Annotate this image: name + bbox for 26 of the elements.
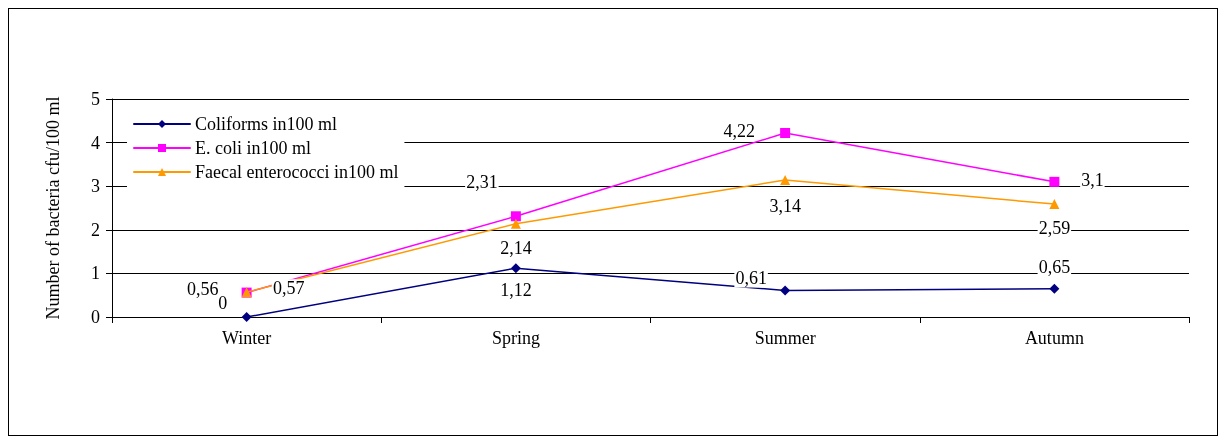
legend-label: Faecal enterococci in100 ml <box>195 162 399 182</box>
x-tick-label: Autumn <box>1024 328 1084 348</box>
data-label: 1,12 <box>500 280 532 301</box>
data-label: 2,59 <box>1038 218 1071 239</box>
y-axis-title: Number of bacteria cfu/100 ml <box>43 96 63 320</box>
data-label: 2,14 <box>500 237 532 258</box>
data-label: 0,65 <box>1038 256 1071 277</box>
x-tick-label: Summer <box>754 328 816 348</box>
legend-label: Coliforms in100 ml <box>195 114 338 134</box>
y-tick-label: 2 <box>91 219 100 240</box>
data-label: 0,57 <box>272 278 305 299</box>
y-tick-label: 3 <box>91 176 100 197</box>
legend-label: E. coli in100 ml <box>195 138 311 158</box>
y-tick-label: 5 <box>91 89 100 109</box>
y-tick-label: 4 <box>91 132 100 153</box>
data-label: 2,31 <box>466 172 498 193</box>
data-label: 4,22 <box>723 121 755 142</box>
data-label: 0,61 <box>735 268 767 289</box>
data-label: 3,14 <box>769 196 801 217</box>
data-label: 0,56 <box>186 278 219 299</box>
data-label: 3,1 <box>1081 169 1104 190</box>
x-tick-label: Spring <box>491 328 540 348</box>
y-tick-label: 0 <box>91 307 100 327</box>
x-tick-label: Winter <box>221 328 272 348</box>
y-tick-label: 1 <box>91 263 100 284</box>
data-label: 0 <box>218 293 228 313</box>
